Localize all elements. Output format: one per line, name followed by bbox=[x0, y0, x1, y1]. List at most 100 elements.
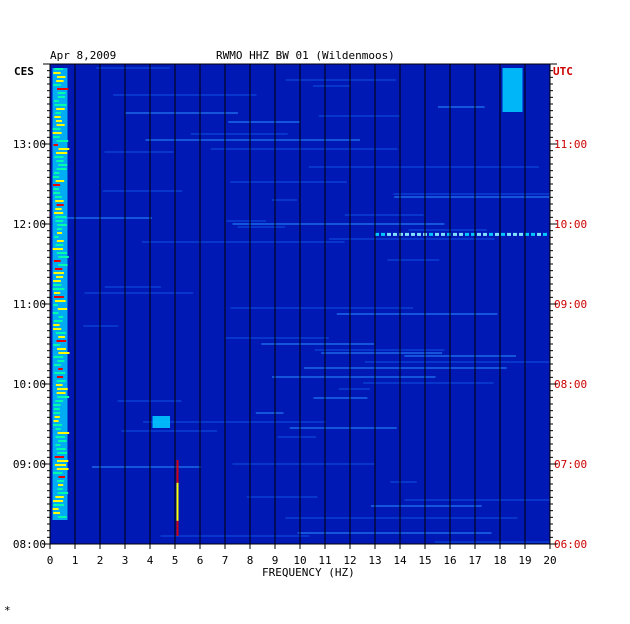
spectrogram-row bbox=[84, 292, 194, 294]
footer-mark: * bbox=[4, 604, 11, 617]
spectrogram-row bbox=[308, 166, 539, 168]
spectrogram-row bbox=[237, 226, 286, 228]
spectrogram-row bbox=[210, 148, 398, 150]
right-tick-label: 08:00 bbox=[554, 378, 587, 391]
spectrogram-row bbox=[321, 352, 443, 354]
spectrogram-row bbox=[318, 115, 401, 117]
spectrogram-row bbox=[91, 466, 201, 468]
right-zone-label: UTC bbox=[553, 65, 573, 78]
x-tick-label: 16 bbox=[443, 554, 456, 567]
spectrogram-row bbox=[404, 355, 516, 357]
spectrogram-row bbox=[387, 259, 440, 261]
spectrogram-row bbox=[113, 94, 257, 96]
x-tick-label: 17 bbox=[468, 554, 481, 567]
spectrogram-row bbox=[190, 133, 288, 135]
spectrogram-row bbox=[285, 517, 518, 519]
x-tick-label: 14 bbox=[393, 554, 407, 567]
x-tick-label: 7 bbox=[222, 554, 229, 567]
x-axis-label: FREQUENCY (HZ) bbox=[262, 566, 355, 579]
spectrogram-row bbox=[271, 199, 298, 201]
left-tick-label: 11:00 bbox=[13, 298, 46, 311]
spectrogram-row bbox=[141, 241, 345, 243]
chart-title: RWMO HHZ BW 01 (Wildenmoos) bbox=[216, 49, 395, 62]
spectrogram-row bbox=[363, 382, 494, 384]
left-tick-label: 08:00 bbox=[13, 538, 46, 551]
spectrogram-row bbox=[438, 106, 485, 108]
spectrogram-row bbox=[344, 214, 424, 216]
right-tick-label: 10:00 bbox=[554, 218, 587, 231]
left-axis-ticks: 08:00 09:00 10:00 11:00 12:00 13:00 bbox=[13, 63, 50, 551]
spectrogram-row bbox=[246, 496, 318, 498]
spectrogram-row bbox=[336, 313, 498, 315]
x-tick-label: 3 bbox=[122, 554, 129, 567]
right-tick-label: 07:00 bbox=[554, 458, 587, 471]
x-tick-label: 13 bbox=[368, 554, 381, 567]
spectrogram-row bbox=[371, 505, 482, 507]
spectrogram-row bbox=[393, 193, 550, 195]
spectrogram-row bbox=[83, 325, 119, 327]
spectrogram-row bbox=[434, 541, 550, 543]
frequency-gridlines bbox=[49, 63, 551, 545]
spectrogram-row bbox=[404, 499, 550, 501]
x-tick-label: 18 bbox=[493, 554, 506, 567]
feature-low-frequency-band bbox=[52, 68, 70, 520]
spectrogram-row bbox=[297, 532, 492, 534]
x-tick-label: 6 bbox=[197, 554, 204, 567]
x-tick-label: 8 bbox=[247, 554, 254, 567]
x-axis-ticks: 0 1 2 3 4 5 6 7 8 9 10 11 12 13 14 15 16 17 18 19 20 bbox=[47, 544, 557, 567]
left-tick-label: 10:00 bbox=[13, 378, 46, 391]
right-axis-ticks: 06:00 07:00 08:00 09:00 10:00 11:00 bbox=[550, 63, 587, 551]
spectrogram-row bbox=[125, 112, 238, 114]
x-tick-label: 12 bbox=[343, 554, 356, 567]
spectrogram-row bbox=[160, 535, 310, 537]
spectrogram-row bbox=[364, 361, 550, 363]
feature-4.2-4.8hz-patch bbox=[152, 416, 170, 428]
x-tick-label: 0 bbox=[47, 554, 54, 567]
left-tick-label: 13:00 bbox=[13, 138, 46, 151]
spectrogram-row bbox=[313, 397, 368, 399]
spectrogram-row bbox=[304, 367, 507, 369]
x-tick-label: 5 bbox=[172, 554, 179, 567]
spectrogram-row bbox=[272, 376, 436, 378]
spectrogram-rows bbox=[52, 67, 550, 543]
feature-line-at-10hz-band bbox=[375, 232, 547, 236]
spectrogram-row bbox=[52, 217, 152, 219]
spectrogram-row bbox=[285, 79, 397, 81]
spectrogram-row bbox=[314, 349, 445, 351]
spectrogram-row bbox=[408, 229, 487, 231]
x-tick-label: 11 bbox=[318, 554, 331, 567]
spectrogram-row bbox=[255, 412, 284, 414]
spectrogram-row bbox=[329, 238, 495, 240]
x-tick-label: 15 bbox=[418, 554, 431, 567]
spectrogram-row bbox=[145, 139, 360, 141]
spectrogram-row bbox=[390, 481, 417, 483]
right-tick-label: 06:00 bbox=[554, 538, 587, 551]
spectrogram-row bbox=[277, 436, 317, 438]
spectrogram-row bbox=[104, 151, 174, 153]
x-tick-label: 4 bbox=[147, 554, 154, 567]
spectrogram-row bbox=[313, 85, 350, 87]
x-tick-label: 9 bbox=[272, 554, 279, 567]
left-tick-label: 12:00 bbox=[13, 218, 46, 231]
chart-date: Apr 8,2009 bbox=[50, 49, 116, 62]
spectrogram-row bbox=[226, 220, 267, 222]
left-tick-label: 09:00 bbox=[13, 458, 46, 471]
spectrogram-row bbox=[121, 430, 218, 432]
spectrogram-row bbox=[289, 427, 397, 429]
spectrogram-row bbox=[104, 286, 161, 288]
x-tick-label: 2 bbox=[97, 554, 104, 567]
spectrogram-row bbox=[102, 190, 183, 192]
spectrogram-features bbox=[52, 68, 547, 536]
spectrogram-row bbox=[230, 307, 414, 309]
left-zone-label: CES bbox=[14, 65, 34, 78]
feature-5hz-line bbox=[176, 460, 179, 536]
spectrogram-row bbox=[232, 223, 445, 225]
spectrogram-row bbox=[394, 196, 550, 198]
spectrogram-row bbox=[117, 400, 182, 402]
spectrogram-row bbox=[143, 421, 326, 423]
spectrogram-row bbox=[228, 121, 300, 123]
x-tick-label: 20 bbox=[543, 554, 556, 567]
feature-18-19hz-patch bbox=[502, 68, 523, 112]
x-tick-label: 10 bbox=[293, 554, 306, 567]
